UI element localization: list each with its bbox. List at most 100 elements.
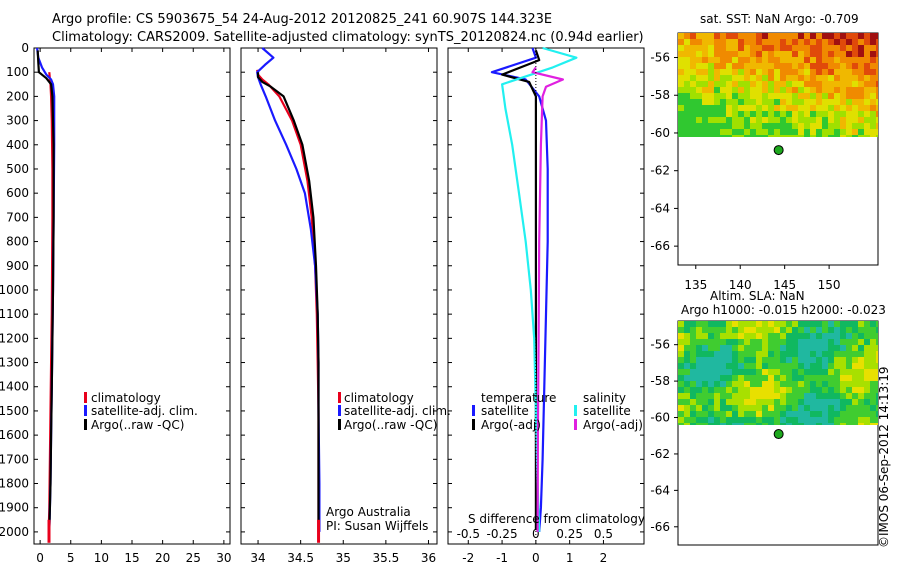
sla-cell [870, 363, 876, 369]
argo-location-marker [773, 145, 784, 156]
sst-cell [816, 135, 822, 137]
sst-cell [846, 87, 852, 93]
sst-cell [834, 69, 840, 75]
sla-cell [864, 369, 870, 375]
sst-cell [798, 123, 804, 129]
sst-cell [780, 117, 786, 123]
sla-cell [798, 411, 804, 417]
sst-cell [864, 99, 870, 105]
sla-cell [822, 369, 828, 375]
sst-cell [864, 75, 870, 81]
sla-cell [696, 351, 702, 357]
sla-cell [768, 399, 774, 405]
sst-cell [876, 123, 878, 129]
sst-cell [684, 45, 690, 51]
sla-cell [822, 423, 828, 425]
sst-cell [828, 33, 834, 39]
sst-cell [840, 117, 846, 123]
sst-cell [708, 123, 714, 129]
sst-cell [726, 63, 732, 69]
series-line-2-3 [531, 66, 565, 532]
sla-cell [726, 399, 732, 405]
sst-cell [714, 99, 720, 105]
sst-cell [744, 123, 750, 129]
sst-cell [708, 93, 714, 99]
sla-cell [708, 405, 714, 411]
sst-cell [762, 39, 768, 45]
sst-cell [762, 93, 768, 99]
sla-cell [804, 339, 810, 345]
lat-tick-label: -64 [650, 483, 670, 497]
sla-cell [696, 369, 702, 375]
sla-cell [762, 387, 768, 393]
sst-cell [732, 129, 738, 135]
sla-cell [732, 423, 738, 425]
sla-cell [798, 327, 804, 333]
sla-cell [792, 423, 798, 425]
sst-cell [708, 57, 714, 63]
sst-cell [828, 87, 834, 93]
sla-cell [852, 399, 858, 405]
sla-cell [702, 321, 708, 327]
sst-cell [696, 81, 702, 87]
sst-cell [786, 45, 792, 51]
sla-cell [738, 393, 744, 399]
sla-cell [768, 375, 774, 381]
sla-cell [864, 327, 870, 333]
sst-cell [816, 123, 822, 129]
sst-cell [750, 87, 756, 93]
sla-cell [732, 405, 738, 411]
sla-cell [828, 417, 834, 423]
sst-cell [696, 33, 702, 39]
sla-cell [822, 339, 828, 345]
sst-cell [726, 45, 732, 51]
sst-cell [858, 39, 864, 45]
lon-tick-label: 135 [684, 278, 707, 292]
sst-cell [768, 33, 774, 39]
sst-cell [786, 135, 792, 137]
sst-cell [828, 51, 834, 57]
sst-cell [768, 57, 774, 63]
sst-cell [864, 135, 870, 137]
sla-cell [852, 333, 858, 339]
sst-cell [720, 87, 726, 93]
sst-cell [750, 51, 756, 57]
sst-cell [732, 99, 738, 105]
sla-cell [726, 411, 732, 417]
sla-cell [816, 339, 822, 345]
sst-cell [690, 33, 696, 39]
sst-cell [846, 129, 852, 135]
sla-cell [870, 327, 876, 333]
sst-cell [822, 87, 828, 93]
sst-cell [678, 57, 684, 63]
sst-cell [702, 63, 708, 69]
sla-cell [798, 393, 804, 399]
top-x-tick-label: 0.25 [556, 527, 583, 541]
sla-cell [828, 369, 834, 375]
sla-cell [768, 417, 774, 423]
sla-cell [870, 333, 876, 339]
sla-cell [714, 321, 720, 327]
sst-cell [876, 111, 878, 117]
sla-cell [690, 327, 696, 333]
sst-cell [696, 111, 702, 117]
sla-cell [714, 333, 720, 339]
sst-cell [768, 45, 774, 51]
sla-cell [720, 393, 726, 399]
sla-cell [786, 411, 792, 417]
sst-cell [744, 99, 750, 105]
map-tick-layer: -56 -58 -60 -62 -64 -66 -56 -58 -60 -62 -64 -66 135 1… [650, 51, 840, 534]
sla-cell [828, 363, 834, 369]
sst-cell [870, 123, 876, 129]
sst-cell [834, 51, 840, 57]
sla-cell [846, 339, 852, 345]
sst-cell [678, 117, 684, 123]
sst-cell [828, 129, 834, 135]
sst-cell [774, 105, 780, 111]
sla-cell [738, 381, 744, 387]
sst-cell [714, 81, 720, 87]
sst-cell [846, 105, 852, 111]
sla-cell [834, 333, 840, 339]
sst-cell [702, 99, 708, 105]
sst-cell [840, 75, 846, 81]
